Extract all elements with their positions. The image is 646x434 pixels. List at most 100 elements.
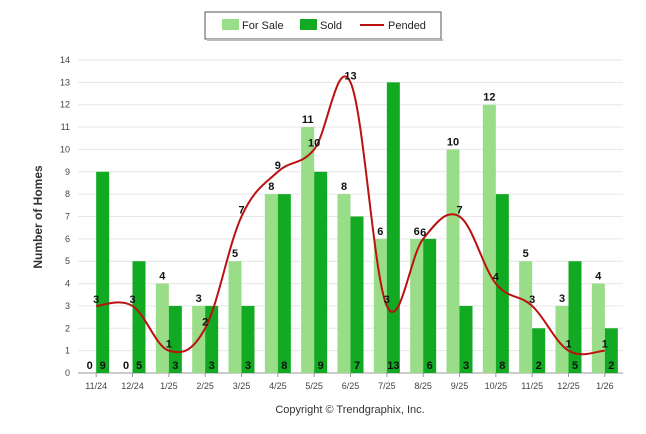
legend-label: For Sale — [242, 20, 284, 32]
for-sale-bar — [301, 127, 315, 373]
sold-value-label: 3 — [209, 360, 215, 372]
x-tick-label: 6/25 — [342, 381, 360, 391]
x-tick-label: 1/26 — [596, 381, 614, 391]
pended-value-label: 9 — [275, 160, 281, 172]
pended-line-group — [96, 75, 605, 356]
sold-value-label: 8 — [499, 360, 505, 372]
x-tick-label: 8/25 — [414, 381, 432, 391]
sold-value-label: 7 — [354, 360, 360, 372]
pended-value-label: 3 — [129, 294, 135, 306]
sold-value-label: 8 — [281, 360, 287, 372]
sold-bar — [604, 328, 618, 373]
x-tick-label: 5/25 — [305, 381, 323, 391]
pended-value-label: 3 — [384, 294, 390, 306]
legend-shadow — [207, 39, 443, 41]
sold-bar — [423, 238, 437, 373]
sold-value-label: 9 — [100, 360, 106, 372]
sold-bar — [350, 216, 364, 373]
sold-bar — [132, 261, 146, 373]
for-sale-value-label: 6 — [377, 226, 383, 238]
x-tick-label: 12/24 — [121, 381, 144, 391]
pended-value-label: 13 — [344, 70, 356, 82]
for-sale-value-label: 0 — [87, 360, 93, 372]
for-sale-bar — [373, 238, 387, 373]
sold-bar — [568, 261, 582, 373]
y-tick-label: 14 — [60, 55, 70, 65]
sold-value-label: 2 — [536, 360, 542, 372]
for-sale-value-label: 3 — [196, 293, 202, 305]
for-sale-value-label: 8 — [268, 181, 274, 193]
for-sale-bar — [228, 261, 242, 373]
pended-value-label: 10 — [308, 137, 320, 149]
y-tick-label: 12 — [60, 100, 70, 110]
x-axis-ticks: 11/24 12/24 1/25 2/25 3/25 4/25 5/25 6/25 7/25 8/… — [85, 373, 614, 391]
for-sale-bar — [555, 305, 569, 373]
for-sale-legend-swatch — [222, 19, 239, 30]
y-axis-label: Number of Homes — [31, 165, 45, 269]
pended-value-label: 2 — [202, 316, 208, 328]
for-sale-bar — [519, 261, 533, 373]
y-tick-label: 3 — [65, 301, 70, 311]
sold-value-label: 13 — [387, 360, 399, 372]
legend-label: Pended — [388, 20, 426, 32]
sold-value-label: 5 — [136, 360, 142, 372]
for-sale-value-label: 12 — [483, 92, 495, 104]
for-sale-value-label: 8 — [341, 181, 347, 193]
y-tick-label: 2 — [65, 323, 70, 333]
for-sale-bar — [337, 194, 351, 373]
x-tick-label: 9/25 — [451, 381, 469, 391]
x-tick-label: 11/25 — [521, 381, 543, 391]
sold-value-label: 9 — [318, 360, 324, 372]
y-tick-label: 8 — [65, 189, 70, 199]
sold-value-label: 6 — [427, 360, 433, 372]
pended-value-label: 7 — [238, 205, 244, 217]
sold-value-label: 2 — [608, 360, 614, 372]
bars — [96, 82, 618, 373]
pended-value-label: 1 — [565, 339, 571, 351]
x-tick-label: 3/25 — [233, 381, 251, 391]
for-sale-value-label: 11 — [302, 114, 314, 126]
sold-bar — [386, 82, 400, 373]
pended-value-label: 4 — [493, 272, 500, 284]
pended-value-label: 3 — [93, 294, 99, 306]
for-sale-bar — [410, 238, 424, 373]
for-sale-value-label: 3 — [559, 293, 565, 305]
sold-value-label: 3 — [172, 360, 178, 372]
y-tick-label: 4 — [65, 279, 70, 289]
sold-value-label: 5 — [572, 360, 578, 372]
y-tick-label: 11 — [61, 122, 70, 132]
x-tick-label: 2/25 — [196, 381, 214, 391]
legend-label: Sold — [320, 20, 342, 32]
sold-value-label: 3 — [463, 360, 469, 372]
x-tick-label: 11/24 — [85, 381, 107, 391]
sold-bar — [314, 171, 328, 373]
for-sale-value-label: 6 — [414, 226, 420, 238]
for-sale-value-label: 4 — [159, 271, 166, 283]
pended-line — [96, 75, 605, 356]
y-tick-label: 13 — [60, 77, 70, 87]
pended-value-label: 1 — [166, 339, 172, 351]
pended-value-label: 6 — [420, 227, 426, 239]
for-sale-value-label: 4 — [595, 271, 602, 283]
copyright-footer: Copyright © Trendgraphix, Inc. — [275, 404, 424, 416]
for-sale-value-label: 5 — [232, 248, 238, 260]
pended-value-label: 3 — [529, 294, 535, 306]
x-tick-label: 1/25 — [160, 381, 178, 391]
x-tick-label: 12/25 — [557, 381, 580, 391]
for-sale-value-label: 0 — [123, 360, 129, 372]
for-sale-bar — [446, 149, 460, 373]
pended-value-label: 1 — [602, 339, 608, 351]
for-sale-bar — [591, 283, 605, 373]
sold-bar — [495, 194, 509, 373]
pended-value-label: 7 — [456, 205, 462, 217]
x-tick-label: 4/25 — [269, 381, 287, 391]
y-tick-label: 0 — [65, 368, 70, 378]
y-tick-label: 9 — [65, 167, 70, 177]
y-tick-label: 7 — [65, 212, 70, 222]
for-sale-value-label: 10 — [447, 136, 459, 148]
for-sale-bar — [155, 283, 169, 373]
y-tick-label: 1 — [65, 346, 70, 356]
sold-bar — [459, 305, 473, 373]
